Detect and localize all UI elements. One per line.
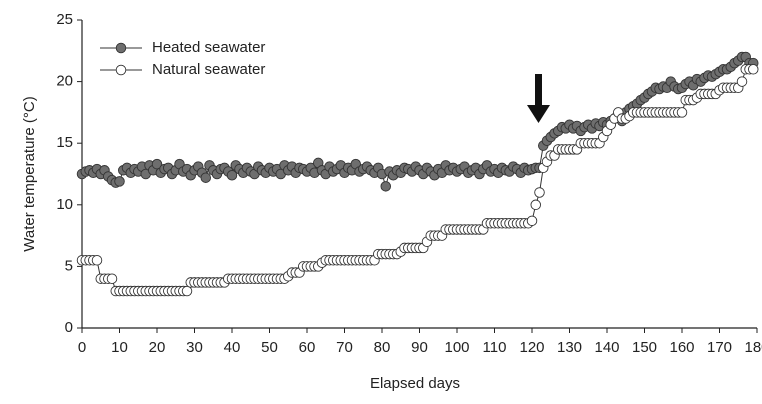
legend-marker — [115, 42, 127, 54]
x-tick-label: 60 — [299, 339, 316, 356]
x-axis-label: Elapsed days — [370, 375, 460, 392]
legend-label: Heated seawater — [152, 39, 265, 56]
data-point — [181, 285, 193, 297]
y-axis-label: Water temperature (°C) — [21, 96, 38, 251]
x-tick-label: 70 — [336, 339, 353, 356]
x-tick-label: 90 — [411, 339, 428, 356]
x-tick-label: 40 — [224, 339, 241, 356]
y-tick-label: 20 — [56, 73, 73, 90]
data-point — [748, 64, 759, 75]
y-tick-label: 5 — [65, 257, 73, 274]
x-tick-label: 140 — [594, 339, 619, 356]
data-point — [380, 181, 392, 192]
x-tick-label: 20 — [149, 339, 166, 356]
x-tick-label: 170 — [707, 339, 732, 356]
y-tick-label: 25 — [56, 11, 73, 28]
x-tick-label: 180 — [744, 339, 762, 356]
x-tick-label: 110 — [483, 339, 507, 356]
data-point — [530, 199, 542, 211]
data-point — [534, 187, 545, 198]
data-point — [151, 158, 163, 170]
data-point — [91, 254, 103, 266]
x-tick-label: 0 — [78, 339, 86, 356]
x-tick-label: 10 — [111, 339, 128, 356]
data-point — [676, 107, 688, 118]
data-point — [226, 169, 238, 181]
arrow — [527, 74, 550, 123]
legend-marker — [115, 64, 127, 76]
x-tick-label: 80 — [374, 339, 391, 356]
x-tick-label: 50 — [261, 339, 278, 356]
y-tick-label: 10 — [56, 196, 73, 213]
x-tick-label: 160 — [669, 339, 694, 356]
x-tick-label: 130 — [557, 339, 582, 356]
series-line — [82, 68, 754, 292]
legend-label: Natural seawater — [152, 61, 265, 78]
data-point — [106, 273, 118, 284]
data-point — [526, 215, 538, 227]
x-tick-label: 30 — [186, 339, 203, 356]
x-tick-label: 120 — [519, 339, 544, 356]
data-point — [200, 172, 211, 183]
y-tick-label: 0 — [65, 319, 73, 336]
data-point — [736, 76, 748, 87]
x-tick-label: 100 — [444, 339, 469, 356]
x-tick-label: 150 — [632, 339, 657, 356]
y-tick-label: 15 — [56, 134, 73, 151]
data-point — [114, 176, 125, 187]
